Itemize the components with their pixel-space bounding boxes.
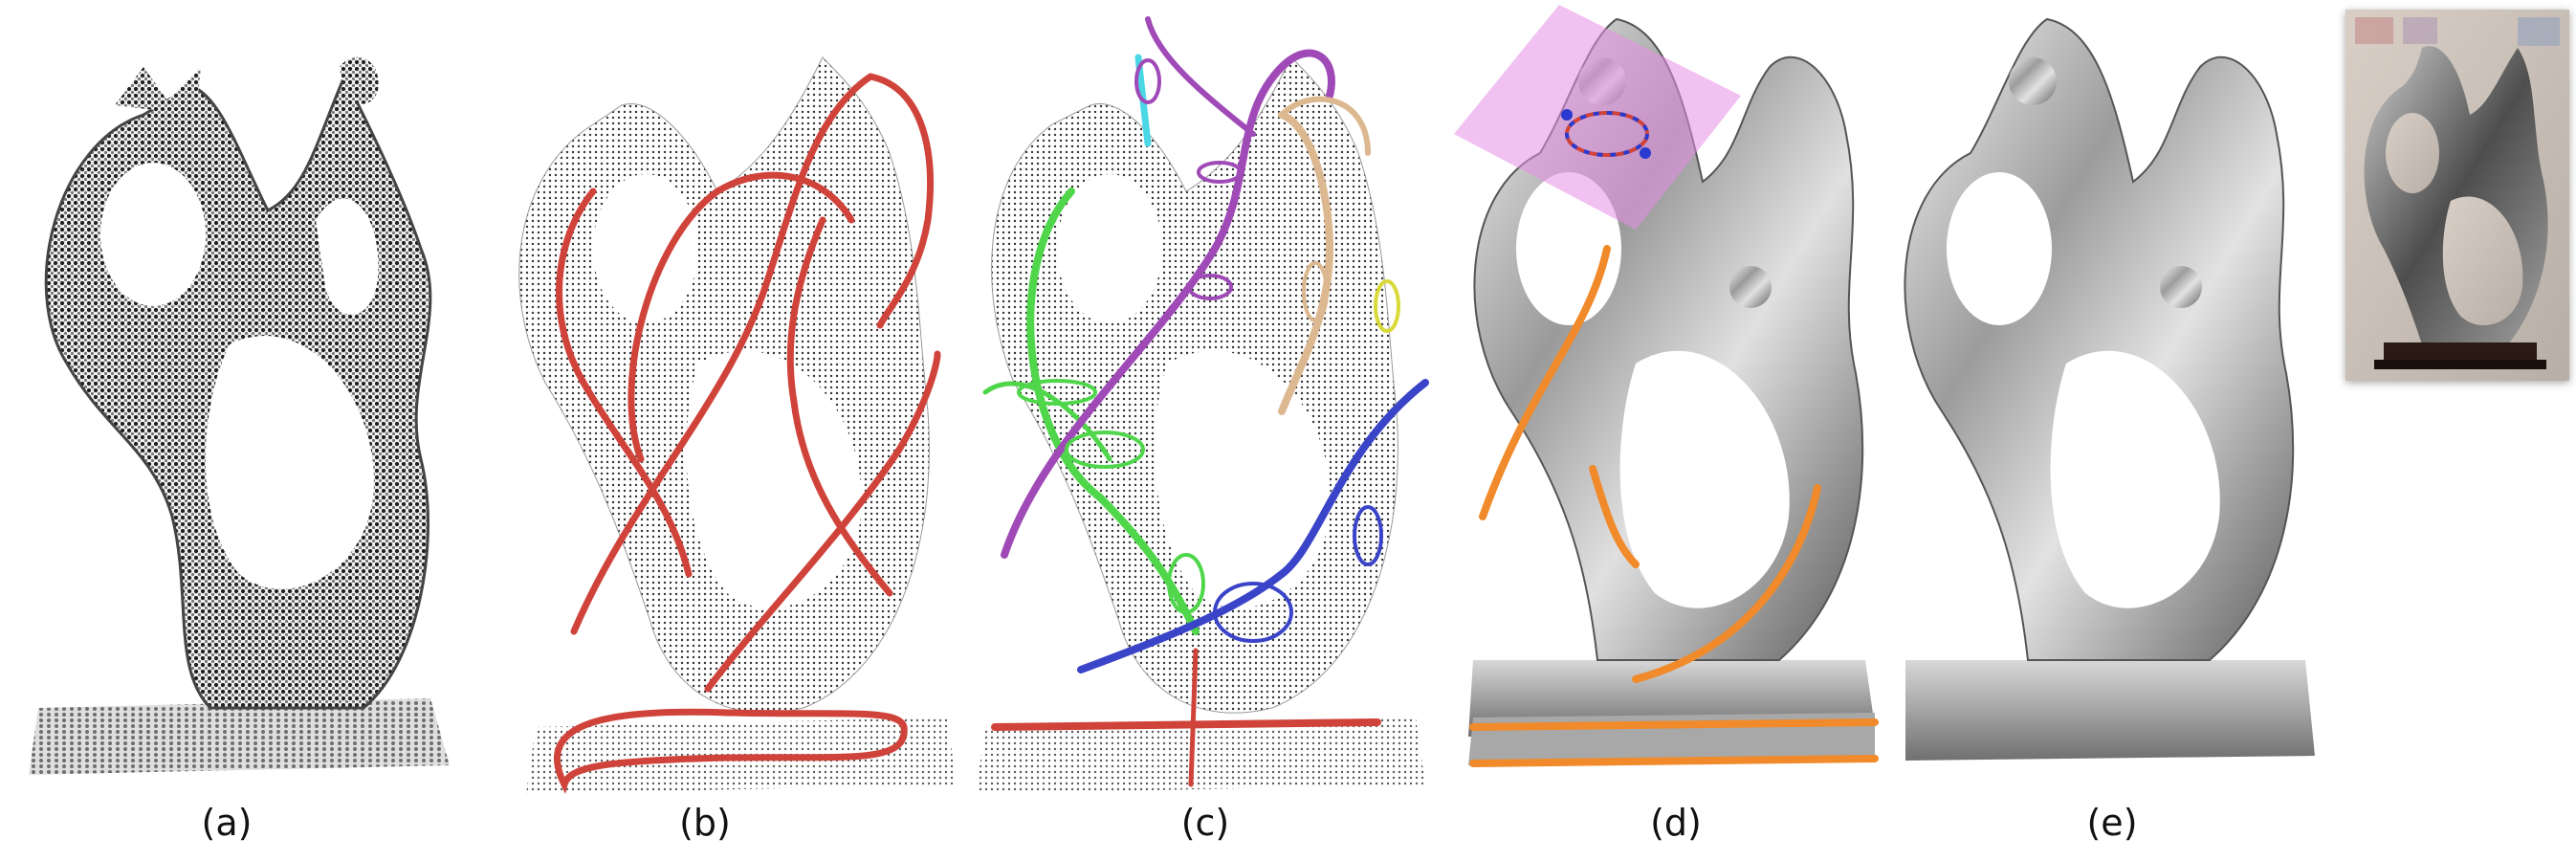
photo-illustration	[2345, 10, 2569, 381]
cross-section-rings	[1017, 58, 1400, 643]
skeleton-curves	[553, 73, 941, 795]
caption-c: (c)	[1180, 802, 1230, 844]
caption-d: (d)	[1650, 802, 1702, 844]
metal-surface-d	[1454, 5, 1879, 767]
panel-d: (d)	[1454, 0, 1904, 861]
feature-curves	[1469, 245, 1879, 767]
sculpture-photo	[2345, 10, 2569, 381]
point-cloud-a	[29, 56, 450, 775]
skeleton-cloud-b	[518, 56, 957, 795]
cutting-plane	[1454, 5, 1741, 230]
panel-c: (c)	[966, 0, 1454, 861]
caption-b: (b)	[679, 802, 731, 844]
panel-a: (a)	[0, 0, 478, 861]
panel-e: (e)	[1904, 0, 2344, 861]
colored-tubes	[982, 16, 1429, 787]
metal-surface-e	[1904, 17, 2315, 761]
caption-e: (e)	[2086, 802, 2138, 844]
caption-a: (a)	[201, 802, 253, 844]
panel-b: (b)	[478, 0, 966, 861]
tube-curves-c	[976, 16, 1429, 794]
